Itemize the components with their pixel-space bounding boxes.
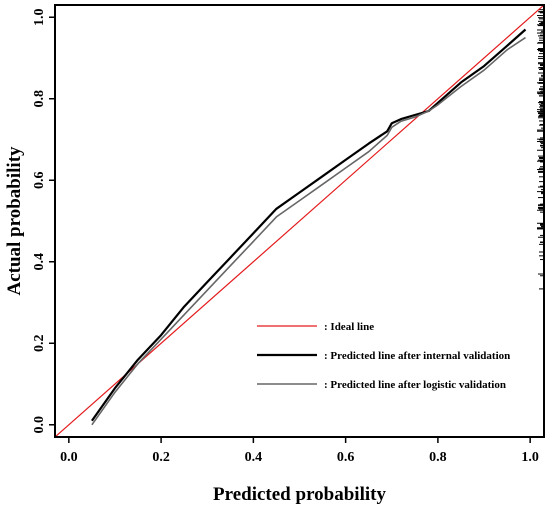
series-line-2 [91,28,527,422]
x-tick-label: 0.4 [245,450,263,465]
y-axis-title: Actual probability [4,146,25,296]
series-line-3 [91,36,526,426]
legend: : Ideal line : Predicted line after inter… [257,321,510,391]
x-tick-label: 0.2 [152,450,170,465]
series-lines [55,5,544,437]
x-tick-label: 0.8 [429,450,447,465]
y-tick-label: 0.4 [32,253,47,271]
y-tick-label: 1.0 [32,8,47,26]
y-tick-label: 0.6 [32,171,47,189]
rug-marks [537,9,543,290]
legend-label: : Predicted line after internal validati… [324,350,510,362]
x-tick-label: 0.6 [337,450,355,465]
y-tick-label: 0.2 [32,335,47,353]
legend-label: : Ideal line [324,321,374,333]
plot-frame [54,4,545,438]
y-tick-label: 0.0 [32,416,47,434]
legend-label: : Predicted line after logistic validati… [324,379,506,391]
x-axis-title: Predicted probability [213,484,386,505]
x-tick-label: 1.0 [521,450,539,465]
y-tick-label: 0.8 [32,90,47,108]
x-tick-label: 0.0 [60,450,78,465]
